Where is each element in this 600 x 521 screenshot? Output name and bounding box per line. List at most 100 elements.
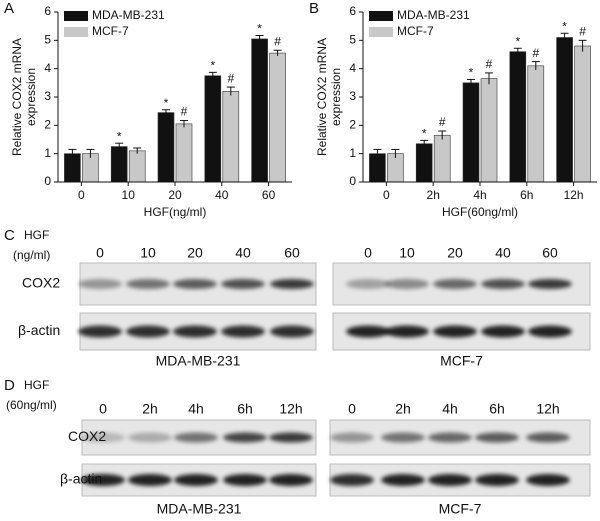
bar (527, 65, 545, 183)
error-bar (420, 139, 429, 148)
blot-band (346, 279, 390, 289)
blot-band (78, 325, 122, 338)
blot-band (221, 279, 265, 289)
bar (175, 123, 193, 183)
blot-band (270, 325, 314, 338)
bar (556, 37, 573, 183)
blot-band (381, 432, 425, 443)
x-tick-label: 0 (78, 188, 85, 202)
x-tick-label: 20 (168, 188, 182, 202)
significance-marker: # (227, 71, 234, 85)
y-axis-label: expression (329, 68, 343, 126)
lane-label: 0 (99, 401, 107, 417)
panel-label: C (4, 227, 15, 244)
blot-band (221, 325, 265, 338)
blot-band (126, 325, 170, 338)
bar (157, 112, 175, 183)
bar (251, 38, 268, 183)
lane-label: 12h (279, 401, 302, 417)
x-tick-label: 40 (215, 188, 229, 202)
significance-marker: # (532, 46, 539, 60)
error-bar (68, 148, 77, 158)
y-tick-label: 4 (349, 61, 356, 75)
lane-label: 6h (489, 401, 505, 417)
y-axis-label: Relative COX2 mRNA (10, 38, 24, 156)
panel-label: D (4, 377, 15, 394)
error-bar (208, 71, 217, 80)
y-tick-label: 0 (44, 174, 51, 188)
error-bar (578, 39, 587, 52)
significance-marker: # (181, 105, 188, 119)
legend-swatch (64, 11, 88, 21)
y-tick-label: 3 (44, 89, 51, 103)
error-bar (560, 32, 569, 42)
legend-label: MDA-MB-231 (397, 8, 470, 22)
x-tick-label: 2h (427, 188, 440, 202)
y-tick-label: 4 (44, 61, 51, 75)
lane-label: 20 (187, 245, 203, 261)
blot-band (528, 279, 572, 289)
legend-label: MCF-7 (92, 24, 129, 38)
y-tick-label: 0 (349, 174, 356, 188)
treatment-unit: (ng/ml) (13, 248, 50, 262)
cell-line-label: MCF-7 (440, 353, 483, 369)
lane-label: 10 (140, 245, 156, 261)
cell-line-label: MDA-MB-231 (156, 353, 241, 369)
error-bar (162, 109, 170, 116)
y-tick-label: 6 (349, 4, 356, 18)
x-tick-label: 10 (122, 188, 136, 202)
blot-band (270, 279, 314, 289)
blot-band (330, 432, 374, 443)
significance-marker: * (210, 59, 215, 73)
significance-marker: # (486, 57, 493, 71)
blot-band (223, 474, 267, 486)
treatment-unit: (60ng/ml) (6, 398, 57, 412)
blot-band (433, 279, 477, 289)
error-bar (513, 47, 522, 56)
bar (222, 91, 240, 183)
blot-band (385, 325, 429, 338)
blot-band (526, 474, 570, 486)
legend-swatch (369, 27, 393, 37)
lane-label: 12h (536, 401, 559, 417)
panel-label: B (309, 0, 319, 17)
blot-band (81, 432, 125, 443)
bar (128, 150, 146, 183)
error-bar (485, 72, 493, 85)
x-tick-label: 4h (473, 188, 486, 202)
cell-line-label: MDA-MB-231 (157, 501, 242, 517)
row-label: COX2 (22, 275, 60, 291)
legend-swatch (369, 11, 393, 21)
cell-line-label: MCF-7 (439, 501, 482, 517)
bar (480, 78, 498, 183)
row-label: β-actin (60, 471, 102, 487)
row-label: COX2 (68, 428, 106, 444)
y-tick-label: 1 (44, 146, 51, 160)
blot-band (346, 325, 390, 338)
lane-label: 4h (188, 401, 204, 417)
x-tick-label: 6h (520, 188, 533, 202)
error-bar (373, 148, 382, 158)
blot-band (428, 474, 472, 486)
blot-band (174, 474, 218, 486)
error-bar (255, 35, 264, 43)
error-bar (391, 148, 400, 158)
blot-band (475, 432, 519, 443)
error-bar (115, 142, 124, 150)
blot-band (78, 279, 122, 289)
blot-band (433, 325, 477, 338)
blot-band (428, 432, 472, 443)
blot-band (330, 474, 374, 486)
bar (110, 146, 128, 183)
significance-marker: # (274, 34, 281, 48)
blot-band (385, 279, 429, 289)
significance-marker: * (164, 96, 169, 110)
bar (433, 134, 451, 183)
blot-band (475, 474, 519, 486)
bar (415, 143, 433, 183)
significance-marker: * (562, 19, 567, 33)
significance-marker: # (439, 115, 446, 129)
lane-label: 60 (284, 245, 300, 261)
y-tick-label: 6 (44, 4, 51, 18)
panel-label: A (4, 0, 14, 17)
